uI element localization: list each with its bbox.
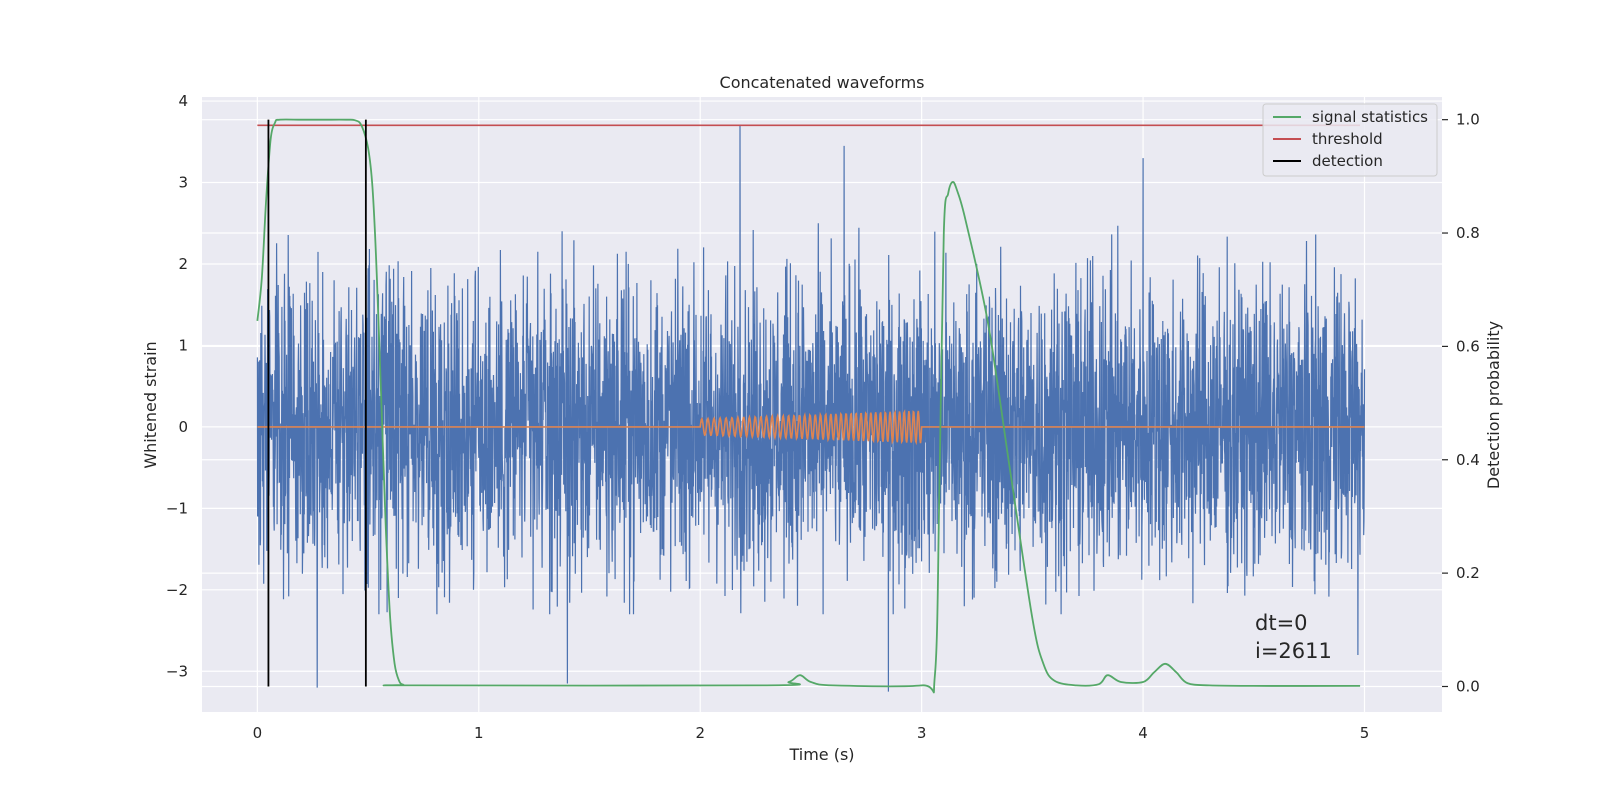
signal-statistics-line <box>256 118 1361 694</box>
legend-label-detection: detection <box>1312 152 1383 170</box>
y-axis-left: −3 −2 −1 0 1 2 3 4 <box>166 92 188 680</box>
y-left-tick-label: 4 <box>178 92 188 110</box>
x-axis: 0 1 2 3 4 5 <box>253 724 1370 742</box>
x-tick-label: 2 <box>695 724 705 742</box>
y-axis-left-label: Whitened strain <box>141 341 160 468</box>
x-tick-label: 4 <box>1138 724 1148 742</box>
y-axis-right-label: Detection probability <box>1484 321 1503 489</box>
annotation-index: i=2611 <box>1255 639 1332 663</box>
y-right-tick-label: 0.6 <box>1456 337 1480 355</box>
y-axis-right: 0.0 0.2 0.4 0.6 0.8 1.0 <box>1442 111 1480 695</box>
y-left-tick-label: −2 <box>166 581 188 599</box>
y-left-tick-label: 0 <box>178 418 188 436</box>
data-series <box>256 118 1366 694</box>
whitened-strain-line <box>256 125 1366 692</box>
y-left-tick-label: 2 <box>178 255 188 273</box>
y-right-tick-label: 1.0 <box>1456 111 1480 129</box>
chart-title: Concatenated waveforms <box>720 73 925 92</box>
legend-label-threshold: threshold <box>1312 130 1383 148</box>
x-tick-label: 5 <box>1360 724 1370 742</box>
injected-waveform-line <box>257 409 1365 446</box>
legend: signal statistics threshold detection <box>1262 103 1438 177</box>
y-right-tick-label: 0.2 <box>1456 564 1480 582</box>
y-right-tick-label: 0.0 <box>1456 677 1480 695</box>
annotation-box: dt=0 i=2611 <box>1255 611 1332 663</box>
y-left-tick-label: 3 <box>178 174 188 192</box>
y-left-tick-label: −3 <box>166 662 188 680</box>
y-right-tick-label: 0.4 <box>1456 451 1480 469</box>
y-left-tick-label: −1 <box>166 499 188 517</box>
x-tick-label: 1 <box>474 724 484 742</box>
legend-label-signal-statistics: signal statistics <box>1312 108 1428 126</box>
y-right-tick-label: 0.8 <box>1456 224 1480 242</box>
x-axis-label: Time (s) <box>788 745 854 764</box>
legend-frame <box>1262 103 1438 177</box>
y-left-tick-label: 1 <box>178 336 188 354</box>
x-tick-label: 3 <box>917 724 927 742</box>
annotation-dt: dt=0 <box>1255 611 1308 635</box>
x-tick-label: 0 <box>253 724 263 742</box>
